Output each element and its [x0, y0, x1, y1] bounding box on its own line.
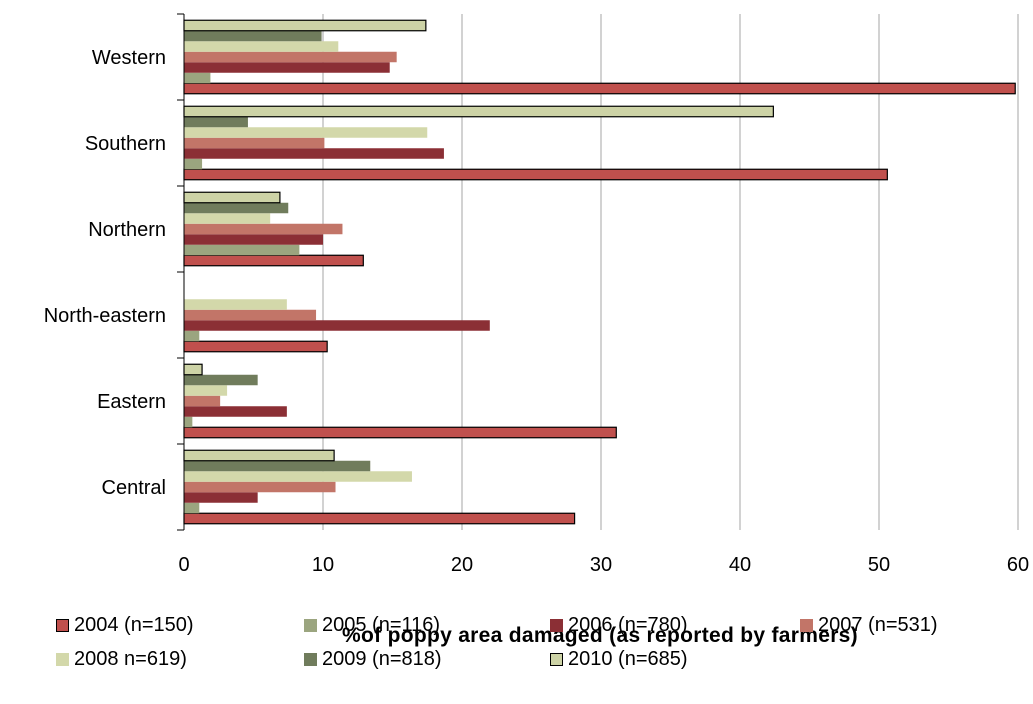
x-tick-label: 0 — [178, 554, 189, 576]
bar — [184, 406, 287, 417]
category-label: Eastern — [97, 391, 166, 413]
legend-item: 2005 (n=116) — [304, 614, 440, 637]
bar — [184, 41, 339, 52]
bar — [183, 105, 774, 118]
bar — [183, 363, 203, 376]
bar — [183, 254, 364, 267]
bar — [183, 19, 427, 32]
category-labels: Western Southern Northern North-eastern East… — [44, 47, 166, 499]
bars — [183, 19, 1016, 525]
bar — [184, 30, 322, 42]
legend-swatch — [800, 619, 813, 632]
bar — [184, 309, 317, 321]
legend-item: 2007 (n=531) — [800, 614, 938, 637]
bar — [184, 502, 200, 514]
bar — [183, 191, 281, 204]
x-tick-label: 50 — [868, 554, 890, 576]
legend-label: 2005 (n=116) — [322, 614, 441, 636]
x-tick-label: 40 — [729, 554, 751, 576]
gridlines — [322, 14, 1019, 530]
bar — [184, 127, 428, 138]
category-label: Central — [102, 477, 166, 499]
bar — [184, 492, 258, 503]
x-tick-labels: 0 10 20 30 40 50 60 — [178, 554, 1029, 576]
bar — [184, 374, 258, 386]
legend-label: 2010 (n=685) — [568, 648, 688, 670]
bar — [184, 471, 412, 482]
axes — [177, 13, 185, 531]
category-label: North-eastern — [44, 305, 166, 327]
legend-item: 2009 (n=818) — [304, 648, 442, 671]
category-label: Western — [92, 47, 166, 69]
bar — [184, 244, 300, 256]
bar — [184, 234, 323, 245]
bar — [184, 72, 211, 84]
x-tick-label: 30 — [590, 554, 612, 576]
bar — [184, 299, 287, 310]
legend-item: 2004 (n=150) — [56, 614, 194, 637]
legend: 2004 (n=150) 2005 (n=116) 2006 (n=780) 2007… — [0, 614, 1033, 704]
legend-label: 2004 (n=150) — [74, 614, 194, 636]
legend-label: 2009 (n=818) — [322, 648, 442, 670]
bar — [183, 82, 1016, 95]
bar — [183, 426, 617, 439]
legend-swatch — [304, 619, 317, 632]
bar — [184, 202, 289, 214]
bar — [184, 116, 248, 128]
bar — [183, 449, 335, 462]
legend-item: 2008 n=619) — [56, 648, 187, 671]
legend-swatch — [56, 619, 69, 632]
bar — [184, 385, 228, 396]
x-tick-label: 10 — [312, 554, 334, 576]
bar — [184, 51, 397, 63]
category-label: Northern — [88, 219, 166, 241]
x-tick-label: 60 — [1007, 554, 1029, 576]
legend-label: 2007 (n=531) — [818, 614, 938, 636]
bar — [183, 340, 328, 353]
category-label: Southern — [85, 133, 166, 155]
bar — [184, 213, 271, 224]
bar — [184, 416, 193, 428]
bar — [184, 223, 343, 235]
bar — [184, 320, 490, 331]
legend-item: 2006 (n=780) — [550, 614, 688, 637]
legend-label: 2008 n=619) — [74, 648, 187, 670]
bar — [184, 158, 203, 170]
legend-label: 2006 (n=780) — [568, 614, 688, 636]
legend-item: 2010 (n=685) — [550, 648, 688, 671]
x-tick-label: 20 — [451, 554, 473, 576]
legend-swatch — [56, 653, 69, 666]
bar — [183, 512, 576, 525]
bar — [184, 148, 444, 159]
x-axis-title: %of poppy area damaged (as reported by f… — [342, 624, 858, 647]
bar — [184, 137, 325, 149]
bar — [184, 62, 390, 73]
bar — [184, 395, 221, 407]
legend-swatch — [550, 619, 563, 632]
bar — [184, 330, 200, 342]
legend-swatch — [550, 653, 563, 666]
bar — [184, 460, 371, 472]
legend-swatch — [304, 653, 317, 666]
bar — [183, 168, 888, 181]
bar — [184, 481, 336, 493]
